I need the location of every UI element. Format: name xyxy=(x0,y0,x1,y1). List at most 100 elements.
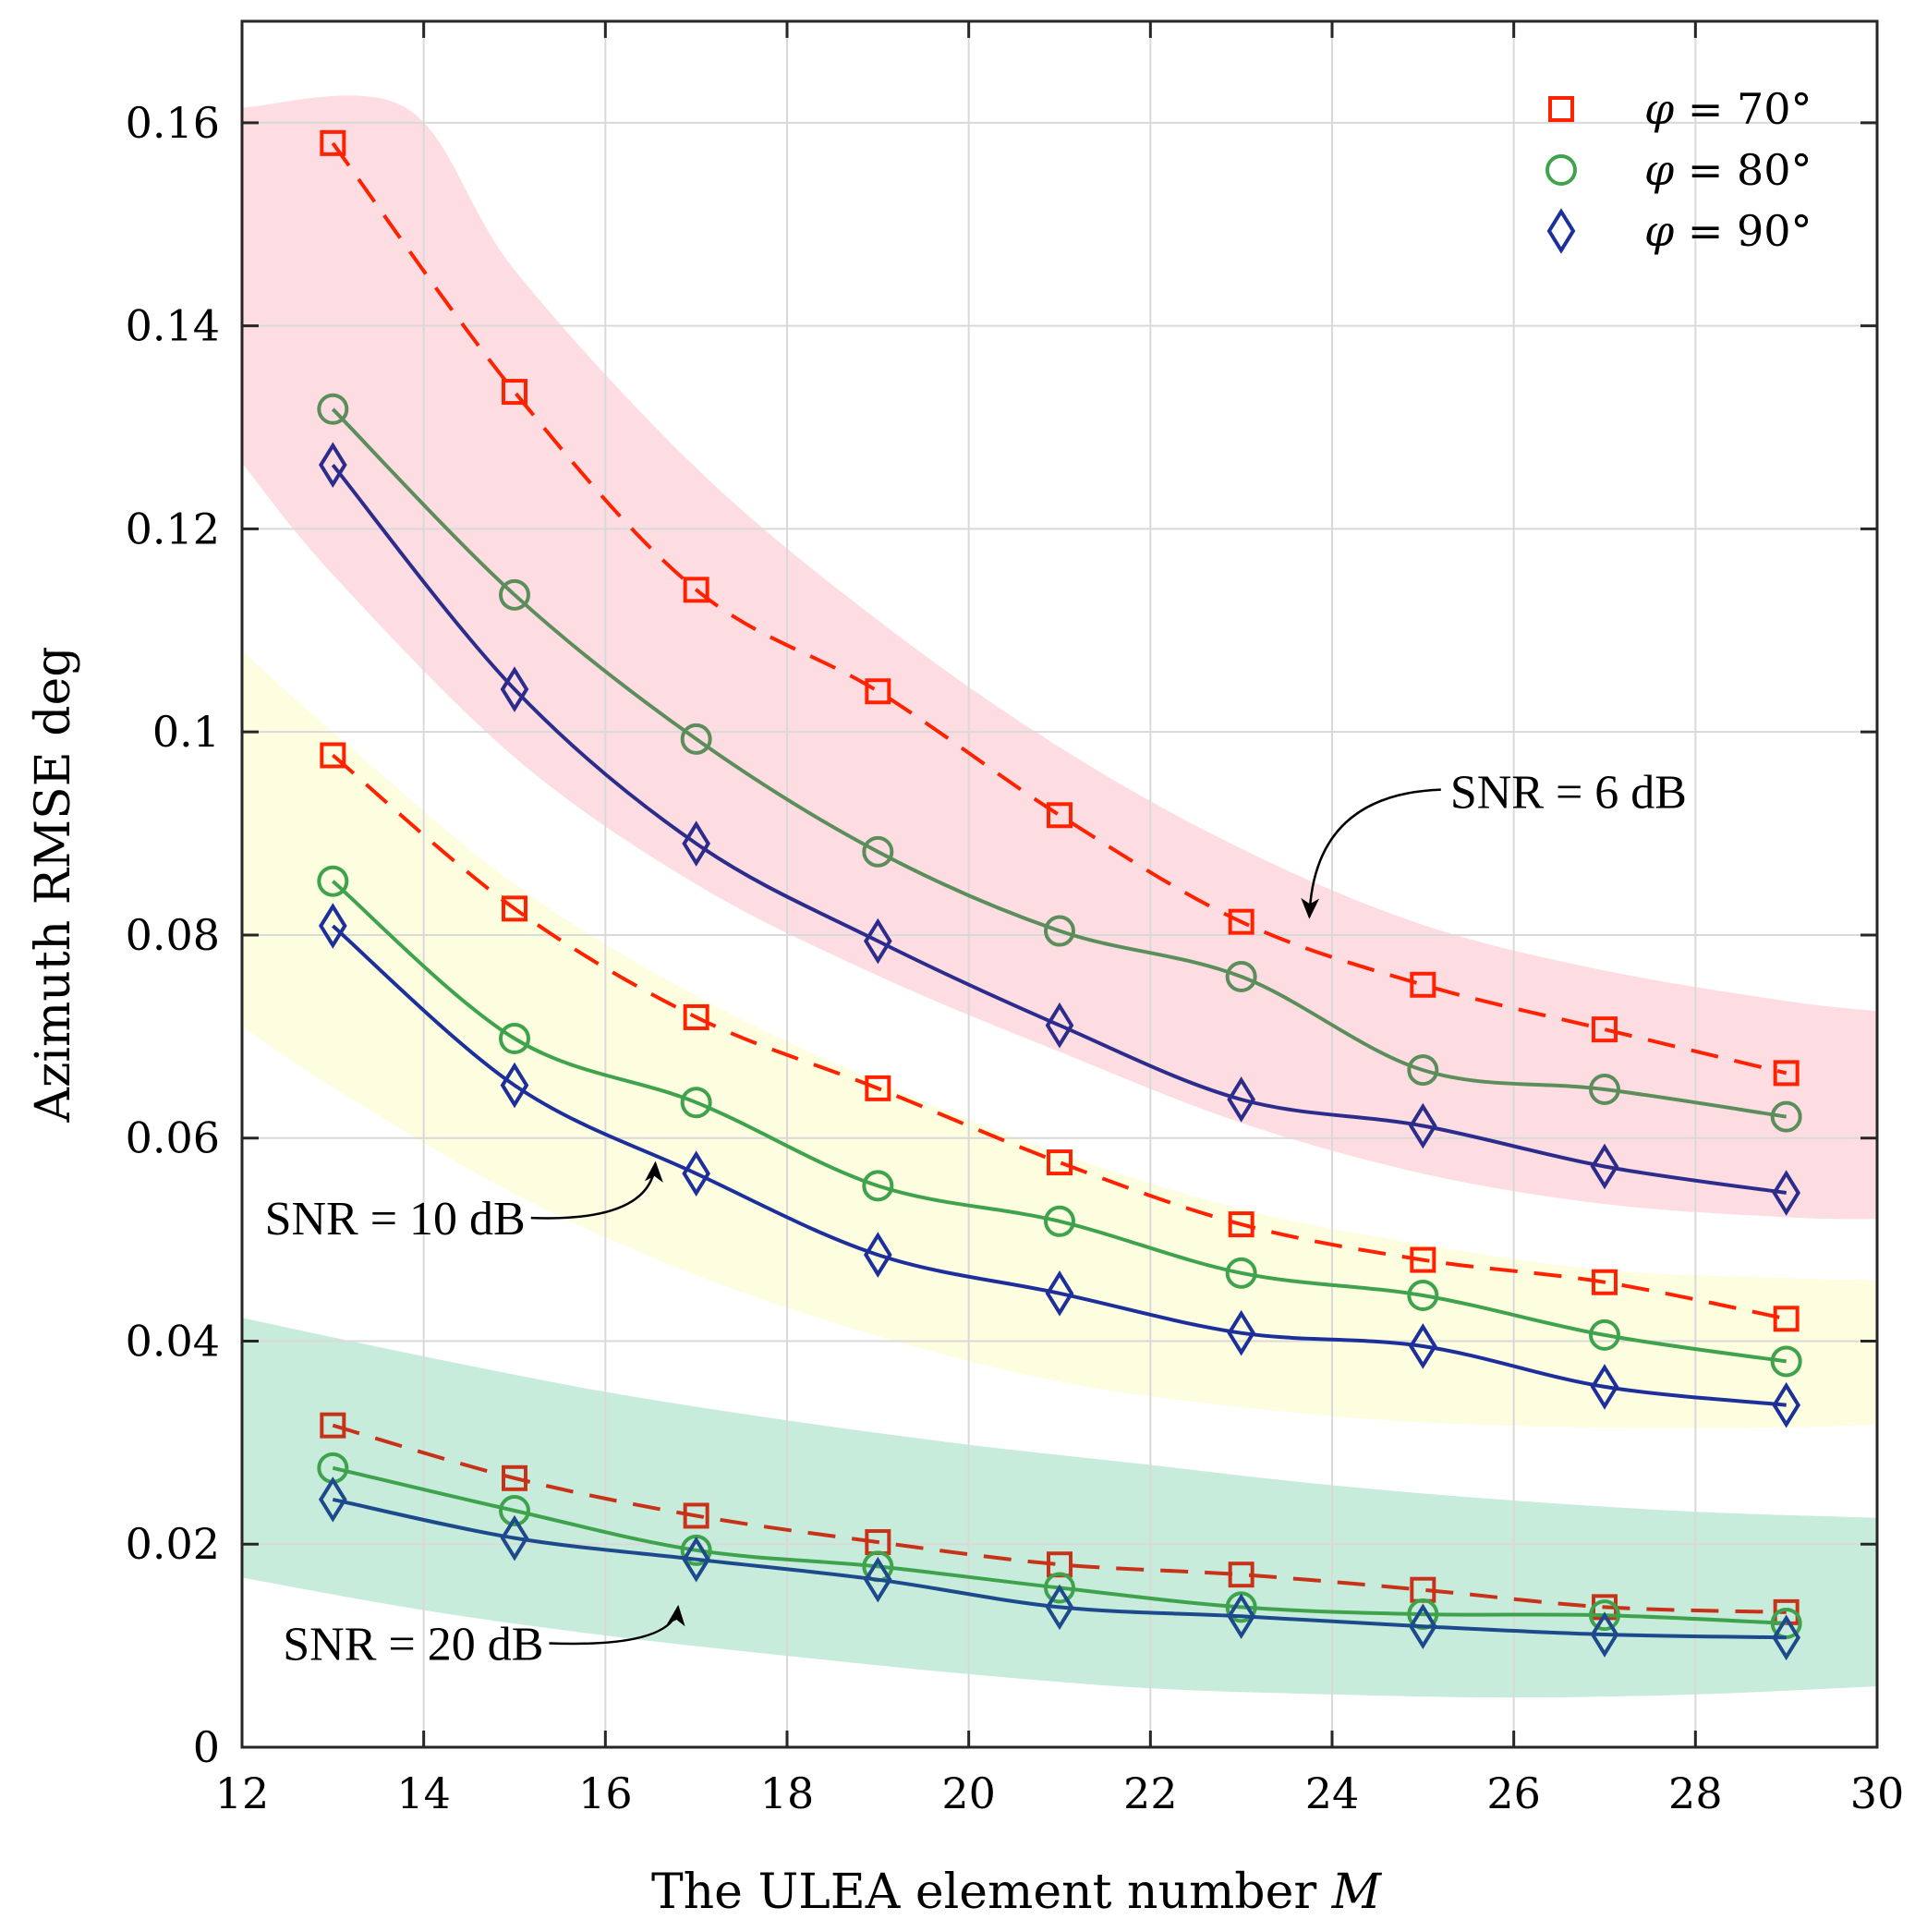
data-point xyxy=(1589,1599,1620,1632)
axis-ticks: 12 14 16 18 20 22 24 26 28 30 0 0.02 0.04 0.06 0.08 0.1… xyxy=(126,21,1905,1818)
data-point xyxy=(1228,1211,1254,1238)
data-point xyxy=(499,1023,530,1055)
data-point xyxy=(318,442,347,488)
data-point xyxy=(1773,1306,1800,1332)
series-line-0-0 xyxy=(331,141,1788,1075)
data-point xyxy=(1044,915,1075,947)
y-tick-label: 0.12 xyxy=(126,504,220,553)
series-line-1-1 xyxy=(331,880,1787,1364)
data-point xyxy=(502,379,527,406)
data-point xyxy=(1045,1270,1074,1317)
snr-annotation-label: SNR = 20 dB xyxy=(283,1619,543,1671)
data-point xyxy=(1590,1364,1619,1410)
legend-marker-square xyxy=(1548,96,1574,122)
x-tick-label: 18 xyxy=(760,1768,815,1818)
y-tick-label: 0.08 xyxy=(126,910,220,960)
data-point xyxy=(1044,1572,1075,1604)
snr-band-2 xyxy=(242,1318,1877,1698)
data-point xyxy=(1044,1205,1075,1237)
data-point xyxy=(1589,1073,1620,1105)
data-point xyxy=(1592,1016,1618,1043)
data-point xyxy=(499,578,530,611)
data-point xyxy=(500,1062,529,1109)
y-axis-title: Azimuth RMSE deg xyxy=(26,646,81,1123)
data-point xyxy=(1589,1318,1620,1351)
data-point xyxy=(863,1232,892,1278)
data-point xyxy=(1410,1246,1436,1273)
x-tick-label: 30 xyxy=(1850,1768,1905,1818)
data-point xyxy=(1773,1060,1800,1087)
data-point xyxy=(500,1514,529,1561)
data-point xyxy=(682,1150,711,1197)
y-tick-label: 0.04 xyxy=(126,1316,220,1366)
data-point xyxy=(1045,1002,1074,1049)
data-point xyxy=(1408,1323,1437,1369)
data-point xyxy=(682,820,711,867)
snr-annotation-arrow xyxy=(549,1604,685,1646)
snr-annotation-arrow xyxy=(1301,788,1441,919)
data-series xyxy=(317,129,1802,1661)
data-point xyxy=(1770,1345,1802,1378)
grid-lines xyxy=(242,21,1877,1747)
data-point xyxy=(1228,908,1254,935)
data-point xyxy=(1227,1593,1256,1640)
data-point xyxy=(862,1170,894,1202)
data-point xyxy=(1592,1269,1618,1295)
legend-label: φ = 80° xyxy=(1644,145,1812,195)
data-point xyxy=(502,895,527,922)
data-point xyxy=(682,1536,711,1583)
data-point xyxy=(862,835,894,868)
data-point xyxy=(863,917,892,965)
data-point xyxy=(1590,1143,1619,1190)
series-line-1-0 xyxy=(332,753,1788,1321)
legend-label: φ = 90° xyxy=(1644,206,1812,256)
data-point xyxy=(1407,1280,1439,1312)
data-point xyxy=(1225,960,1257,992)
snr-annotation-label: SNR = 6 dB xyxy=(1450,767,1687,820)
x-tick-label: 16 xyxy=(578,1768,633,1818)
data-point xyxy=(1047,802,1073,829)
data-point xyxy=(683,1003,709,1030)
data-point xyxy=(863,1556,892,1603)
plot-frame xyxy=(240,19,1879,1749)
y-tick-label: 0.16 xyxy=(126,98,220,148)
data-point xyxy=(502,1464,527,1491)
x-tick-label: 20 xyxy=(941,1768,996,1818)
x-axis-title: The ULEA element number M xyxy=(651,1865,1383,1920)
legend-label: φ = 70° xyxy=(1644,84,1812,134)
data-point xyxy=(320,742,346,769)
x-tick-label: 12 xyxy=(215,1768,270,1818)
series-line-2-2 xyxy=(332,1497,1787,1640)
data-point xyxy=(1227,1076,1256,1123)
data-point xyxy=(318,1476,347,1523)
data-point xyxy=(320,129,346,156)
data-point xyxy=(865,678,891,705)
data-point xyxy=(680,1087,712,1119)
data-point xyxy=(683,1502,709,1529)
data-point xyxy=(1225,1591,1257,1623)
data-point xyxy=(1407,1054,1439,1087)
series-line-2-0 xyxy=(332,1423,1787,1614)
snr-annotation-label: SNR = 10 dB xyxy=(265,1193,526,1245)
data-point xyxy=(1772,1381,1801,1428)
legend-marker-circle xyxy=(1545,154,1577,186)
series-line-1-2 xyxy=(331,924,1787,1407)
data-point xyxy=(499,1494,530,1526)
snr-band-1 xyxy=(242,650,1877,1428)
data-point xyxy=(320,1412,346,1439)
data-point xyxy=(1227,1309,1256,1356)
x-tick-label: 26 xyxy=(1486,1768,1541,1818)
data-point xyxy=(1408,1102,1437,1149)
x-tick-label: 24 xyxy=(1305,1768,1360,1818)
snr-annotation-arrow xyxy=(530,1160,663,1220)
y-tick-label: 0.1 xyxy=(152,707,220,757)
legend-marker-diamond xyxy=(1546,208,1576,254)
y-tick-label: 0.06 xyxy=(126,1113,220,1163)
data-point xyxy=(317,865,349,897)
data-point xyxy=(500,666,529,712)
data-point xyxy=(1590,1611,1619,1658)
y-tick-label: 0 xyxy=(193,1722,220,1772)
snr-annotations: SNR = 6 dB SNR = 10 dB SNR = 20 dB xyxy=(265,767,1687,1671)
y-tick-label: 0.14 xyxy=(126,301,220,351)
